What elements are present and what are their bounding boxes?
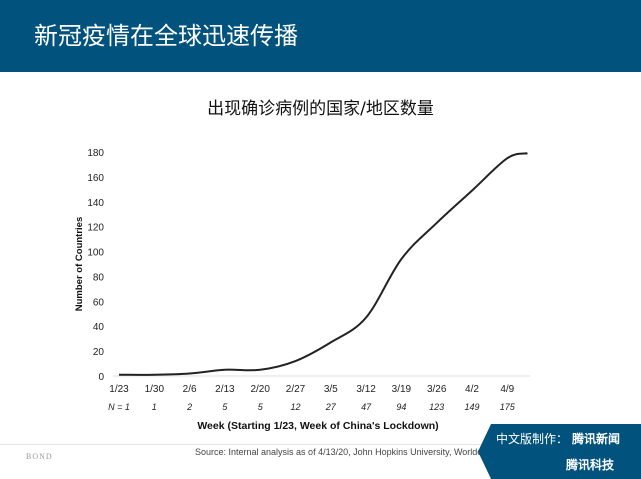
x-tick-label: 1/30 <box>145 384 165 395</box>
n-label: 94 <box>396 402 406 412</box>
x-tick-label: 4/9 <box>500 384 514 395</box>
n-label: 149 <box>464 402 479 412</box>
y-tick-label: 140 <box>87 198 104 209</box>
y-tick-label: 80 <box>93 272 105 283</box>
y-tick-label: 0 <box>98 372 104 383</box>
n-label: 123 <box>429 402 444 412</box>
n-label: 1 <box>152 402 157 412</box>
y-tick-label: 100 <box>87 248 104 259</box>
source-note: Source: Internal analysis as of 4/13/20,… <box>195 447 506 457</box>
x-tick-label: 2/6 <box>183 384 197 395</box>
page-header: 新冠疫情在全球迅速传播 <box>0 0 641 72</box>
series-line <box>118 152 528 376</box>
y-tick-label: 20 <box>93 347 105 358</box>
x-tick-label: 4/2 <box>465 384 479 395</box>
y-tick-label: 40 <box>93 322 105 333</box>
n-label: 2 <box>186 402 192 412</box>
n-label: 5 <box>258 402 264 412</box>
badge-brand-tech: 腾讯科技 <box>566 458 615 472</box>
x-tick-label: 2/20 <box>250 384 270 395</box>
x-tick-label: 3/5 <box>324 384 338 395</box>
y-tick-label: 60 <box>93 297 105 308</box>
n-label: 5 <box>222 402 228 412</box>
badge-label: 中文版制作： <box>496 432 569 446</box>
n-label: 175 <box>500 402 516 412</box>
n-label: 27 <box>325 402 337 412</box>
x-tick-label: 1/23 <box>109 384 129 395</box>
n-label: 12 <box>290 402 300 412</box>
x-tick-label: 3/26 <box>427 384 447 395</box>
y-tick-label: 120 <box>87 223 104 234</box>
n-label: N = 1 <box>108 402 130 412</box>
badge-brand-news: 腾讯新闻 <box>572 432 621 446</box>
page-title: 新冠疫情在全球迅速传播 <box>34 22 298 50</box>
chart-title: 出现确诊病例的国家/地区数量 <box>207 99 434 119</box>
divider <box>0 444 641 445</box>
n-label: 47 <box>361 402 372 412</box>
x-axis-label: Week (Starting 1/23, Week of China's Loc… <box>197 420 438 432</box>
bond-logo: BOND <box>26 452 53 461</box>
x-tick-label: 2/13 <box>215 384 235 395</box>
x-tick-label: 3/19 <box>392 384 412 395</box>
x-tick-label: 2/27 <box>286 384 306 395</box>
y-tick-label: 180 <box>87 148 104 159</box>
x-tick-label: 3/12 <box>356 384 376 395</box>
credit-badge: 中文版制作： 腾讯新闻 腾讯科技 <box>478 424 641 479</box>
y-axis-label: Number of Countries <box>74 217 85 311</box>
y-tick-label: 160 <box>87 173 104 184</box>
